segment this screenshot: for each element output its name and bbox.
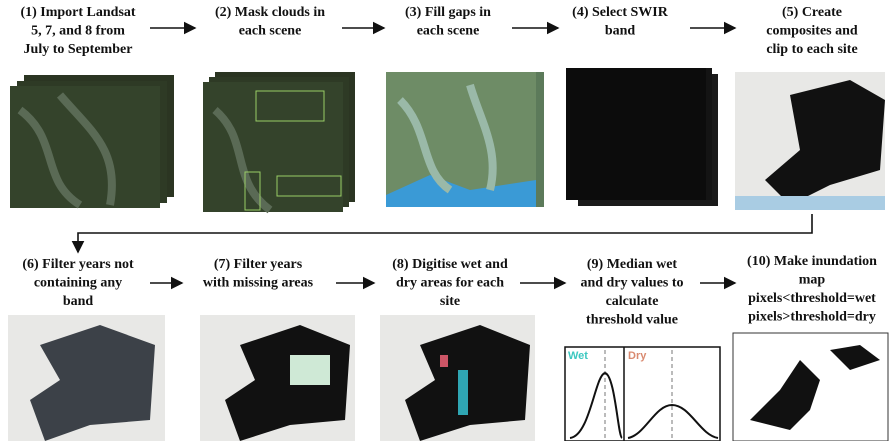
step-label: (3) Fill gaps in: [405, 5, 491, 20]
step-label: pixels>threshold=dry: [748, 310, 876, 325]
step-label: band: [63, 294, 94, 309]
step-label: containing any: [34, 276, 122, 291]
step-label: calculate: [606, 294, 659, 309]
step-label: each scene: [417, 24, 480, 39]
step-label: with missing areas: [203, 276, 314, 291]
step-label: (4) Select SWIR: [572, 5, 669, 20]
step-label: (6) Filter years not: [22, 257, 134, 272]
step-label: (7) Filter years: [214, 257, 303, 272]
step-label: (1) Import Landsat: [20, 5, 135, 20]
step-label: each scene: [239, 24, 302, 39]
step-label: (8) Digitise wet and: [392, 257, 508, 272]
step-label: pixels<threshold=wet: [748, 291, 876, 306]
step-label: map: [799, 273, 826, 288]
step-label: 5, 7, and 8 from: [31, 24, 125, 39]
step-label: (9) Median wet: [587, 257, 678, 272]
workflow-diagram: Wet Dry (1) Import Landsat 5, 7, and 8 fr…: [0, 0, 893, 441]
step-label: July to September: [24, 42, 133, 57]
dry-label: Dry: [628, 350, 647, 362]
step-label: (10) Make inundation: [747, 254, 877, 269]
step-label: threshold value: [586, 313, 678, 328]
step-label: band: [605, 24, 636, 39]
step-label: (2) Mask clouds in: [215, 5, 325, 20]
step-label: composites and: [766, 24, 858, 39]
step-label: (5) Create: [782, 5, 842, 20]
step-label: clip to each site: [766, 42, 857, 57]
step-label: site: [440, 294, 460, 309]
step-label: and dry values to: [580, 276, 683, 291]
step-label: dry areas for each: [396, 276, 504, 291]
wet-label: Wet: [568, 350, 588, 362]
threshold-plot: Wet Dry: [565, 347, 720, 441]
